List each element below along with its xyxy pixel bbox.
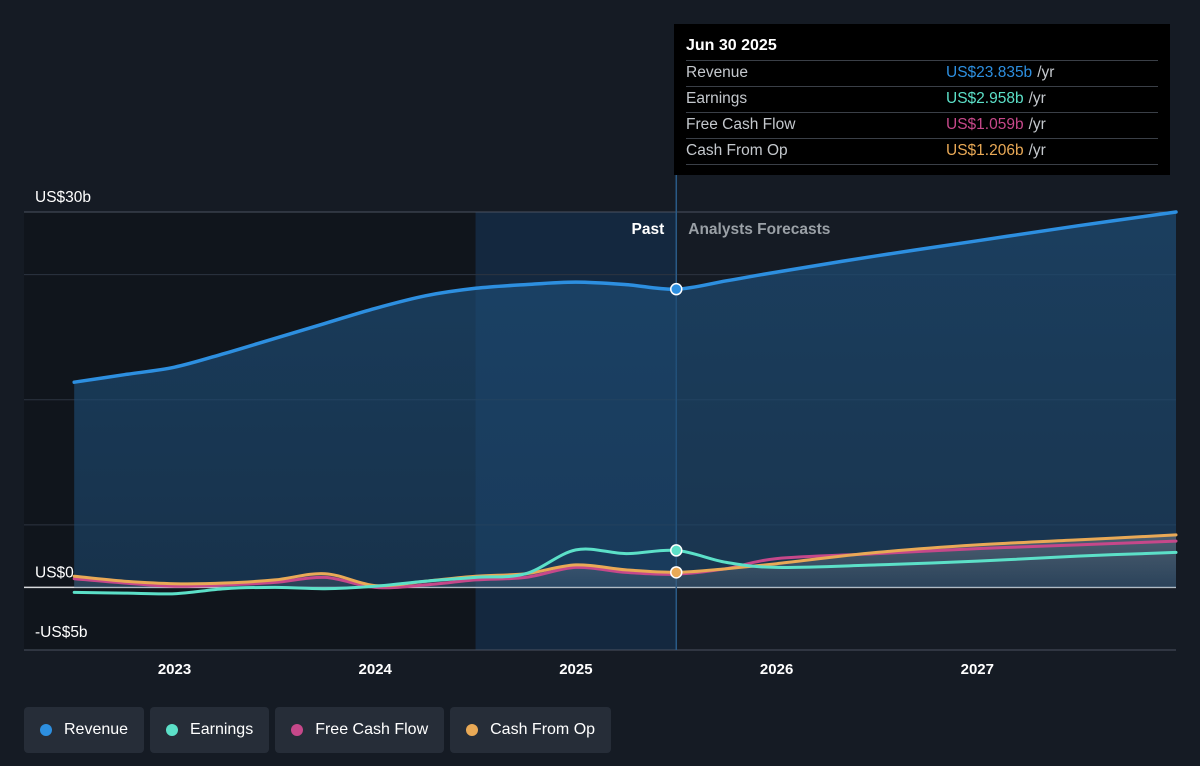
forecast-label: Analysts Forecasts: [688, 221, 830, 238]
cash-from-op-area: [74, 534, 1177, 588]
series-line-cash-from-op: [72, 533, 1178, 588]
legend-item-free-cash-flow[interactable]: Free Cash Flow: [275, 707, 445, 753]
tooltip-row-label: Earnings: [686, 90, 748, 107]
tooltip-date: Jun 30 2025: [686, 37, 777, 54]
y-tick-label: -US$5b: [35, 624, 88, 641]
tooltip-row: Free Cash Flow US$1.059b/yr: [686, 112, 1158, 138]
tooltip-row: Revenue US$23.835b/yr: [686, 60, 1158, 86]
past-label: Past: [632, 221, 665, 238]
legend-dot-icon: [466, 724, 479, 736]
legend-dot-icon: [291, 724, 304, 736]
y-tick-label: US$30b: [35, 189, 91, 206]
tooltip-row-unit: /yr: [1037, 64, 1055, 81]
financial-chart: US$30b US$0 -US$5b 2023 2024 2025 2026 2027 Past…: [24, 175, 1178, 678]
series-line-free-cash-flow: [72, 539, 1178, 590]
legend-label: Free Cash Flow: [315, 721, 429, 738]
marker-cash-from-op: [670, 566, 683, 579]
legend-label: Earnings: [190, 721, 254, 738]
x-tick-label: 2026: [760, 661, 793, 678]
marker-earnings: [670, 544, 683, 557]
legend: Revenue Earnings Free Cash Flow Cash From O…: [24, 707, 612, 753]
tooltip-row-value: US$23.835b: [946, 64, 1033, 81]
legend-label: Cash From Op: [490, 721, 596, 738]
tooltip-row-label: Revenue: [686, 64, 749, 81]
legend-item-earnings[interactable]: Earnings: [150, 707, 270, 753]
legend-item-cash-from-op[interactable]: Cash From Op: [450, 707, 612, 753]
series-line-earnings: [72, 547, 1178, 596]
revenue-area: [74, 212, 1177, 588]
tooltip-row-label: Cash From Op: [686, 142, 788, 159]
legend-label: Revenue: [64, 721, 129, 738]
tooltip-row: Cash From Op US$1.206b/yr: [686, 138, 1158, 165]
legend-dot-icon: [40, 724, 52, 736]
x-tick-label: 2025: [559, 661, 592, 678]
tooltip-row-unit: /yr: [1028, 142, 1046, 159]
tooltip-row-unit: /yr: [1028, 116, 1046, 133]
tooltip-row-value: US$1.059b: [946, 116, 1024, 133]
x-tick-label: 2024: [359, 661, 393, 678]
tooltip-row-value: US$2.958b: [946, 90, 1024, 107]
legend-dot-icon: [166, 724, 179, 736]
series-line-revenue: [72, 210, 1178, 384]
x-tick-label: 2027: [961, 661, 994, 678]
x-tick-label: 2023: [158, 661, 191, 678]
tooltip-panel: Jun 30 2025 Revenue US$23.835b/yr Earnings…: [674, 24, 1170, 175]
tooltip-row-value: US$1.206b: [946, 142, 1024, 159]
y-tick-label: US$0: [35, 564, 74, 581]
marker-revenue: [670, 282, 683, 296]
legend-item-revenue[interactable]: Revenue: [24, 707, 145, 753]
tooltip-row-unit: /yr: [1028, 90, 1046, 107]
tooltip-row: Earnings US$2.958b/yr: [686, 86, 1158, 112]
tooltip-row-label: Free Cash Flow: [686, 116, 796, 133]
